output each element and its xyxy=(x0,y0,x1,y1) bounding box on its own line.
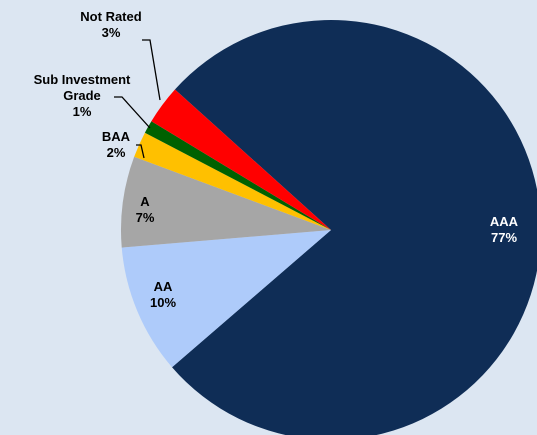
category-label: AAA xyxy=(489,214,519,229)
category-label: AA xyxy=(153,279,173,294)
percent-label: 3% xyxy=(101,25,121,40)
category-label: Sub Investment Grade xyxy=(33,72,131,103)
pie-slice xyxy=(151,89,331,230)
slice-label: Sub Investment Grade 1% xyxy=(17,72,147,120)
leader-line xyxy=(114,96,151,129)
slice-label: BAA 2% xyxy=(86,129,146,161)
leader-line xyxy=(142,39,161,101)
pie-slice xyxy=(121,156,331,248)
percent-label: 77% xyxy=(490,230,518,245)
slice-label: AAA 77% xyxy=(474,214,534,246)
slice-label: AA 10% xyxy=(133,279,193,311)
pie-slice xyxy=(144,121,331,230)
percent-label: 1% xyxy=(72,104,92,119)
category-label: A xyxy=(140,194,150,209)
slice-label: A 7% xyxy=(115,194,175,226)
slice-label: Not Rated 3% xyxy=(61,9,161,41)
category-label: BAA xyxy=(101,129,131,144)
category-label: Not Rated xyxy=(80,9,142,24)
percent-label: 10% xyxy=(149,295,177,310)
pie-slice xyxy=(172,20,537,435)
pie-slice xyxy=(134,132,331,230)
leader-line xyxy=(136,144,145,159)
percent-label: 2% xyxy=(106,145,126,160)
pie-slice xyxy=(121,230,331,368)
percent-label: 7% xyxy=(135,210,155,225)
